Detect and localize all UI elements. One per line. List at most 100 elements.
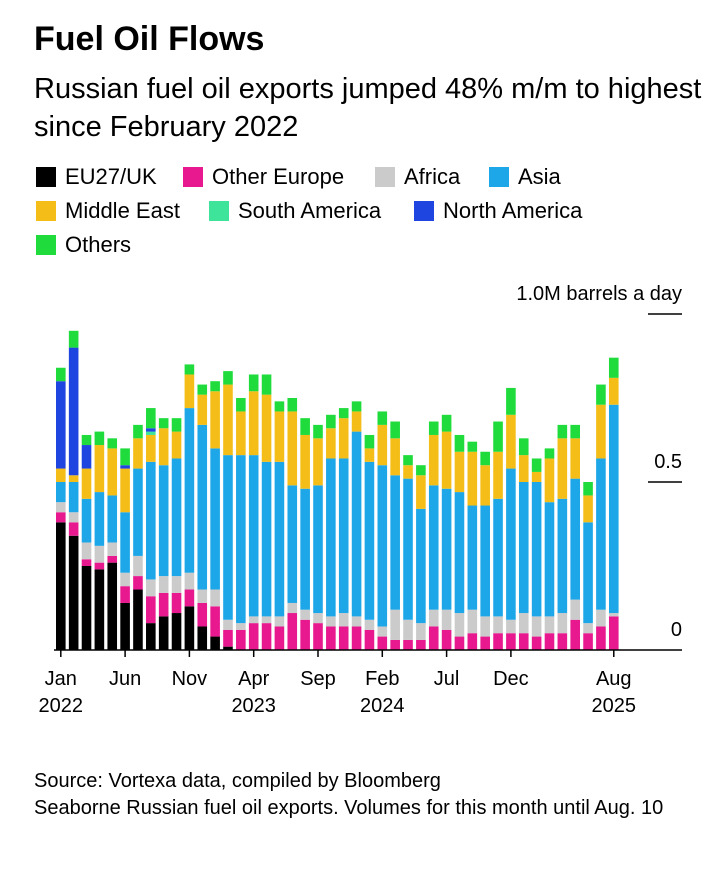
bar-segment — [326, 616, 336, 627]
bar-segment — [171, 592, 182, 614]
bar-segment — [56, 381, 66, 469]
bar-segment — [313, 485, 323, 614]
bar-segment — [454, 451, 465, 493]
bar-segment — [197, 602, 208, 627]
legend-label: Other Europe — [212, 164, 345, 189]
bar-segment — [248, 391, 259, 456]
legend-label: EU27/UK — [65, 164, 157, 189]
bar-segment — [416, 465, 426, 476]
bar-segment — [274, 401, 285, 412]
bar-segment — [608, 404, 619, 614]
bar-segment — [146, 431, 156, 435]
bar-segment — [171, 613, 182, 650]
bar-segment — [454, 613, 465, 637]
bar-segment — [557, 498, 568, 614]
legend-swatch — [36, 235, 56, 255]
bar-segment — [416, 475, 426, 509]
bar-segment — [120, 468, 130, 513]
bar-segment — [338, 408, 349, 419]
bar-segment — [583, 495, 593, 523]
bar-segment — [570, 599, 580, 620]
bar-segment — [544, 633, 555, 650]
bar-segment — [531, 482, 542, 617]
bar-segment — [506, 468, 516, 620]
bar-segment — [506, 387, 516, 415]
bar-segment — [158, 465, 169, 577]
legend-item-north-america: North America — [414, 198, 582, 224]
legend-swatch — [489, 167, 509, 187]
bar-segment — [313, 623, 323, 650]
bar-segment — [146, 623, 156, 650]
bar-segment — [94, 545, 105, 563]
bar-segment — [171, 431, 182, 459]
bar-segment — [158, 576, 169, 593]
bar-segment — [81, 559, 92, 566]
bar-segment — [364, 619, 375, 630]
bar-segment — [210, 391, 220, 449]
y-tick-label: 1.0M barrels a day — [516, 283, 682, 305]
legend-swatch — [414, 201, 434, 221]
bar-segment — [351, 411, 362, 432]
bar-segment — [81, 566, 92, 650]
bar-segment — [184, 364, 195, 375]
bar-segment — [158, 616, 169, 650]
bar-segment — [197, 384, 208, 395]
bar-segment — [184, 589, 195, 607]
bar-segment — [107, 562, 118, 650]
bar-segment — [441, 629, 452, 650]
bar-segment — [326, 458, 336, 617]
bar-segment — [557, 633, 568, 650]
bar-segment — [261, 374, 272, 395]
bar-segment — [158, 418, 169, 429]
bar-segment — [428, 485, 439, 610]
bar-segment — [338, 418, 349, 459]
bar-segment — [608, 616, 619, 650]
bar-segment — [583, 522, 593, 624]
bar-segment — [223, 629, 233, 647]
bar-segment — [416, 639, 426, 650]
bar-segment — [596, 384, 606, 405]
bar-segment — [171, 418, 182, 432]
bar-segment — [480, 636, 490, 650]
bar-segment — [570, 619, 580, 650]
bar-segment — [287, 602, 298, 614]
bar-segment — [261, 616, 272, 624]
bar-segment — [248, 374, 259, 392]
bar-segment — [107, 495, 118, 543]
bar-segment — [544, 616, 555, 634]
bar-segment — [583, 633, 593, 650]
bar-segment — [544, 502, 555, 617]
bar-segment — [223, 619, 233, 630]
bar-segment — [94, 562, 105, 570]
footnote-line: Seaborne Russian fuel oil exports. Volum… — [34, 797, 664, 819]
x-tick-year-label: 2022 — [39, 695, 84, 717]
bar-segment — [248, 616, 259, 624]
x-tick-label: Dec — [493, 668, 529, 690]
bar-segment — [223, 371, 233, 385]
bar-segment — [210, 636, 220, 650]
bar-segment — [480, 616, 490, 637]
bar-segment — [223, 455, 233, 620]
bar-segment — [493, 633, 503, 650]
bar-segment — [133, 438, 143, 469]
bar-segment — [313, 613, 323, 624]
x-tick-year-label: 2023 — [231, 695, 276, 717]
x-tick-label: Jan — [45, 668, 77, 690]
bar-segment — [236, 623, 246, 630]
bar-segment — [441, 431, 452, 489]
bar-segment — [493, 498, 503, 617]
bar-segment — [261, 623, 272, 650]
bar-segment — [236, 411, 246, 456]
bar-segment — [506, 619, 516, 634]
bar-segment — [146, 428, 156, 432]
legend-label: South America — [238, 198, 382, 223]
bar-segment — [56, 482, 66, 503]
bar-segment — [274, 626, 285, 650]
bar-segment — [493, 451, 503, 499]
bar-segment — [184, 606, 195, 650]
bar-segment — [68, 347, 79, 476]
bar-segment — [197, 626, 208, 650]
bar-segment — [261, 394, 272, 462]
bar-segment — [120, 572, 130, 587]
bar-segment — [570, 438, 580, 479]
